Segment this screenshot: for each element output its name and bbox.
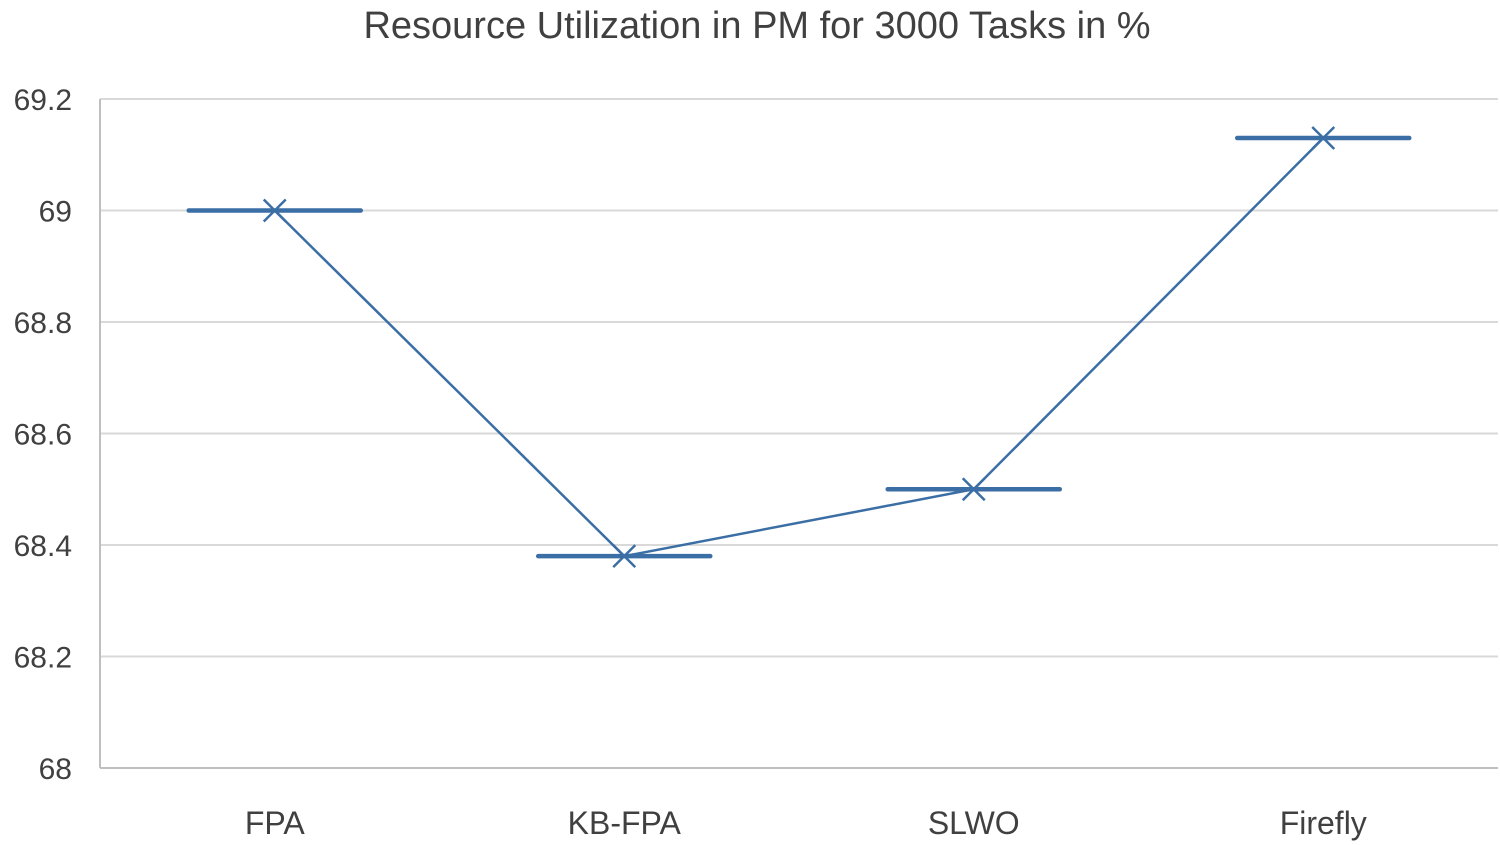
x-tick-label: KB-FPA	[568, 805, 682, 841]
axes	[99, 99, 1498, 769]
data-point-fpa	[186, 198, 363, 223]
chart-title: Resource Utilization in PM for 3000 Task…	[363, 5, 1150, 47]
series	[186, 126, 1412, 569]
y-tick-label: 68.8	[14, 307, 72, 340]
y-tick-label: 69.2	[14, 84, 72, 117]
x-marker-icon	[262, 198, 287, 223]
y-tick-label: 68.2	[14, 642, 72, 675]
data-point-slwo	[885, 477, 1062, 502]
x-marker-icon	[612, 544, 637, 569]
y-tick-label: 68.4	[14, 530, 72, 563]
y-tick-labels: 68 68.2 68.4 68.6 68.8 69 69.2	[14, 84, 72, 786]
series-line	[273, 137, 1325, 558]
gridlines	[100, 98, 1498, 769]
y-tick-label: 69	[39, 196, 72, 229]
x-marker-icon	[961, 477, 986, 502]
y-tick-label: 68.6	[14, 419, 72, 452]
x-tick-label: FPA	[245, 805, 306, 841]
x-tick-labels: FPA KB-FPA SLWO Firefly	[245, 805, 1367, 841]
x-tick-label: Firefly	[1280, 805, 1367, 841]
data-point-firefly	[1235, 126, 1412, 150]
x-tick-label: SLWO	[928, 805, 1020, 841]
y-tick-label: 68	[39, 753, 72, 786]
data-point-kb-fpa	[536, 544, 713, 569]
x-marker-icon	[1311, 126, 1336, 150]
